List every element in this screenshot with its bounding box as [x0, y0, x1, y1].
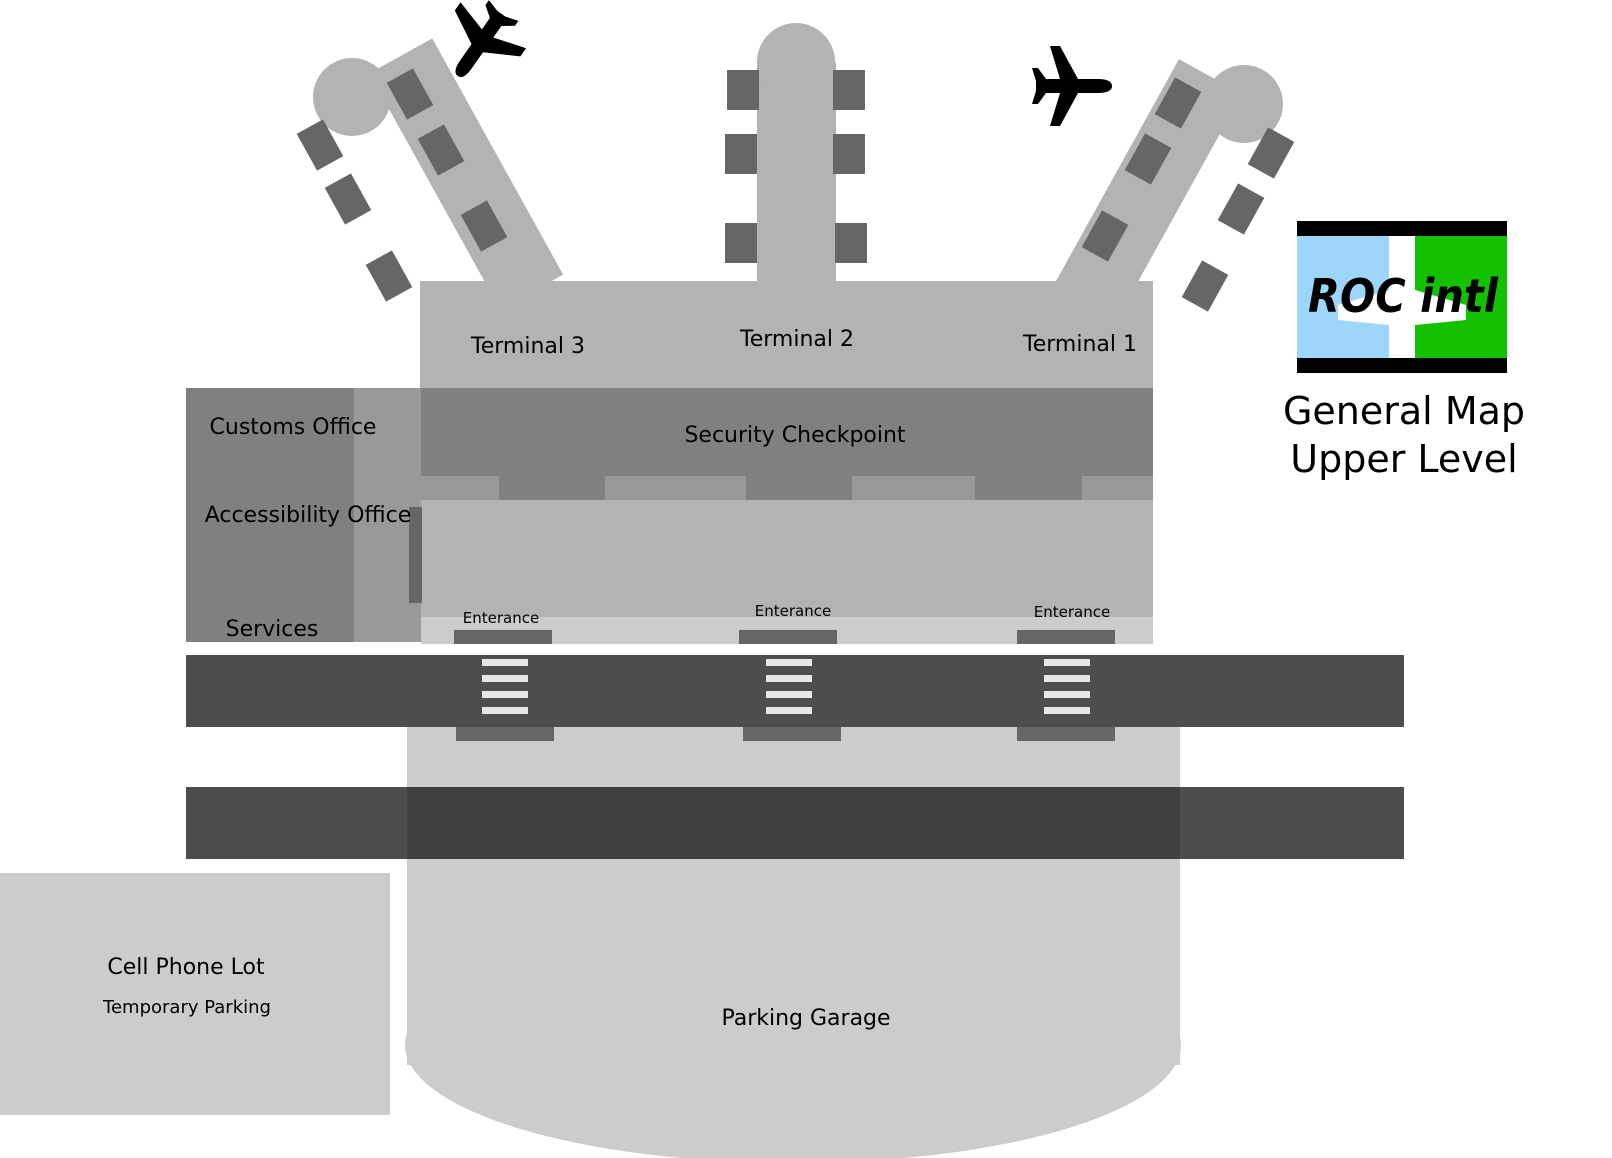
roc-intl-logo: ROC intl [1297, 221, 1507, 373]
cell-phone-lot [0, 873, 390, 1115]
label-services: Services [226, 617, 319, 642]
garage-doors [456, 727, 1115, 741]
pier-terminal-3 [296, 38, 564, 310]
label-accessibility-office: Accessibility Office [205, 503, 412, 528]
label-entrance-right: Enterance [1034, 603, 1110, 621]
legend-title-line1: General Map [1283, 389, 1525, 433]
label-cell-phone-lot: Cell Phone Lot [107, 955, 265, 980]
crosswalks [482, 659, 1090, 714]
label-security-checkpoint: Security Checkpoint [684, 423, 905, 448]
pier-terminal-2 [725, 23, 867, 292]
label-temporary-parking: Temporary Parking [102, 997, 271, 1018]
legend-title-line2: Upper Level [1290, 437, 1517, 481]
label-terminal-1: Terminal 1 [1022, 332, 1137, 357]
security-checkpoint [421, 388, 1153, 500]
pier-terminal-1 [1048, 59, 1295, 331]
label-terminal-3: Terminal 3 [470, 334, 585, 359]
label-entrance-left: Enterance [463, 609, 539, 627]
office-block [186, 388, 422, 642]
label-customs-office: Customs Office [210, 415, 377, 440]
airplane-icon [454, 0, 527, 78]
parking-garage [405, 720, 1181, 1158]
airplane-icon [1032, 46, 1112, 126]
label-entrance-center: Enterance [755, 602, 831, 620]
label-parking-garage: Parking Garage [721, 1006, 890, 1031]
label-terminal-2: Terminal 2 [739, 327, 854, 352]
logo-text: ROC intl [1308, 269, 1499, 323]
entrance-doors [454, 630, 1115, 644]
